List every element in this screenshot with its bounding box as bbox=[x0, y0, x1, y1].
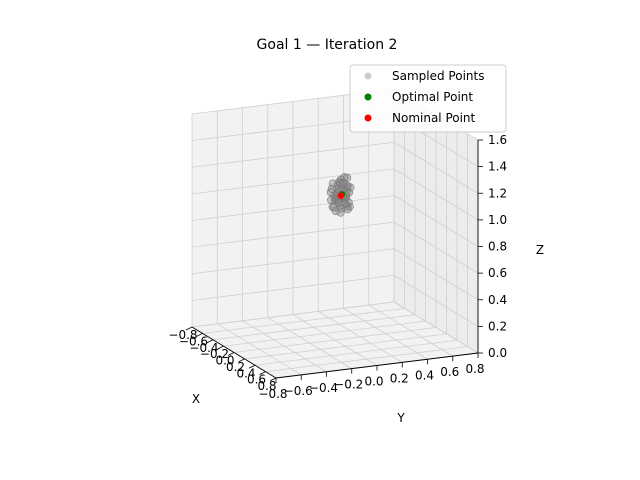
sampled-point bbox=[339, 179, 348, 188]
grid-line bbox=[191, 195, 395, 221]
legend-label: Optimal Point bbox=[392, 90, 473, 104]
z-tick-label: 0.2 bbox=[488, 319, 507, 333]
x-tick-label: 0.4 bbox=[236, 366, 255, 380]
grid-line bbox=[223, 320, 426, 347]
legend-marker bbox=[364, 114, 372, 122]
x-tick bbox=[227, 352, 235, 356]
grid-line bbox=[393, 195, 479, 247]
sampled-point bbox=[327, 184, 337, 193]
x-tick bbox=[238, 358, 245, 363]
x-tick-label: −0.2 bbox=[200, 347, 229, 361]
x-tick-label: 0.0 bbox=[215, 354, 234, 368]
z-tick-label: 1.0 bbox=[488, 213, 507, 227]
y-tick-label: 0.6 bbox=[440, 365, 459, 379]
x-tick bbox=[206, 339, 214, 344]
sampled-point bbox=[327, 195, 336, 205]
x-axis-label: X bbox=[192, 392, 200, 406]
legend-frame bbox=[349, 64, 507, 133]
x-tick-label: 0.2 bbox=[226, 360, 245, 374]
x-tick bbox=[196, 333, 203, 337]
grid-line bbox=[393, 141, 479, 194]
x-tick-label: 0.8 bbox=[257, 379, 276, 393]
sampled-point bbox=[336, 179, 345, 188]
grid-line bbox=[368, 304, 453, 357]
y-tick-label: 0.0 bbox=[364, 375, 383, 389]
x-tick-label: 0.6 bbox=[247, 373, 266, 387]
legend: Sampled Points Optimal Point Nominal Point bbox=[349, 64, 507, 133]
z-tick-label: 0.6 bbox=[488, 266, 507, 280]
legend-marker bbox=[364, 93, 372, 101]
grid-line bbox=[212, 314, 416, 341]
x-tick bbox=[217, 345, 224, 350]
x-tick-label: −0.6 bbox=[179, 334, 208, 348]
z-tick-label: 1.4 bbox=[488, 160, 507, 174]
z-tick-label: 0.0 bbox=[488, 346, 507, 360]
x-tick bbox=[259, 371, 266, 375]
sampled-point bbox=[336, 208, 345, 217]
z-tick-label: 0.4 bbox=[488, 293, 507, 307]
sampled-point bbox=[343, 205, 352, 214]
sampled-point bbox=[343, 181, 352, 191]
x-tick-label: −0.8 bbox=[168, 328, 197, 342]
nominal-point bbox=[337, 192, 344, 199]
z-tick-label: 1.2 bbox=[488, 186, 507, 200]
legend-label: Sampled Points bbox=[392, 69, 484, 83]
x-tick bbox=[185, 326, 193, 331]
y-tick-label: −0.4 bbox=[309, 381, 338, 395]
chart-title: Goal 1 — Iteration 2 bbox=[257, 37, 398, 53]
z-tick-label: 0.8 bbox=[488, 240, 507, 254]
y-tick-label: −0.6 bbox=[284, 384, 313, 398]
scatter-points bbox=[326, 173, 355, 217]
axes-ticks: −0.8−0.6−0.4−0.20.00.20.40.60.8−0.8−0.6−… bbox=[168, 133, 507, 401]
legend-marker bbox=[364, 72, 372, 80]
y-tick-label: 0.4 bbox=[415, 368, 434, 382]
grid-line bbox=[191, 141, 395, 168]
grid-line bbox=[191, 168, 395, 195]
grid-line bbox=[191, 301, 395, 328]
grid-line bbox=[292, 314, 378, 366]
grid-line bbox=[202, 307, 405, 334]
y-tick-label: −0.2 bbox=[334, 378, 363, 392]
grid-line bbox=[393, 168, 479, 221]
grid-line bbox=[393, 301, 479, 354]
legend-label: Nominal Point bbox=[392, 111, 476, 125]
x-tick bbox=[248, 364, 256, 369]
x-tick-label: −0.4 bbox=[189, 341, 218, 355]
z-tick-label: 1.6 bbox=[488, 133, 507, 147]
y-tick-label: 0.2 bbox=[390, 371, 409, 385]
grid-line bbox=[343, 307, 428, 360]
sampled-point bbox=[346, 183, 355, 192]
sampled-point bbox=[338, 179, 348, 188]
x-tick bbox=[269, 377, 277, 382]
sampled-point bbox=[334, 198, 343, 208]
y-axis-label: Y bbox=[396, 411, 405, 425]
y-tick-label: −0.8 bbox=[258, 387, 287, 401]
y-tick-label: 0.8 bbox=[465, 362, 484, 376]
z-axis-label: Z bbox=[536, 243, 544, 257]
grid-line bbox=[318, 311, 403, 363]
